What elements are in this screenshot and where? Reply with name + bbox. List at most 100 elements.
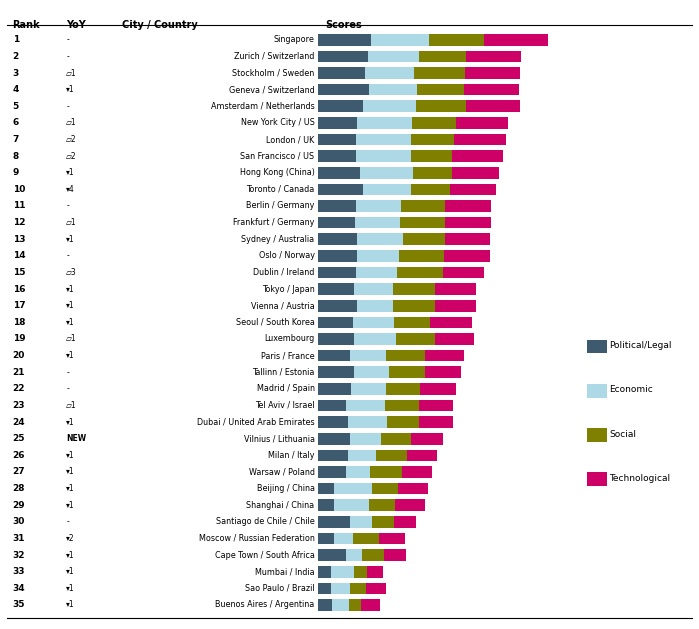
Text: Stockholm / Sweden: Stockholm / Sweden (232, 69, 315, 77)
Text: 5: 5 (13, 102, 19, 111)
Text: Shanghai / China: Shanghai / China (247, 501, 315, 509)
Text: 33: 33 (13, 567, 25, 576)
Bar (318, 101, 363, 112)
Text: Vienna / Austria: Vienna / Austria (251, 301, 315, 310)
Bar (354, 566, 367, 577)
Text: -: - (66, 384, 69, 393)
Text: Technological: Technological (610, 474, 670, 482)
Bar (435, 283, 477, 295)
Text: ▱1: ▱1 (66, 118, 77, 128)
Text: 6: 6 (13, 118, 19, 128)
Bar (318, 333, 354, 345)
Bar (445, 233, 490, 245)
Bar (346, 549, 362, 561)
Text: 3: 3 (13, 69, 19, 77)
Text: Sao Paulo / Brazil: Sao Paulo / Brazil (245, 584, 315, 593)
Bar (419, 416, 453, 428)
Bar (369, 499, 395, 511)
Bar (402, 466, 431, 478)
Text: Amsterdam / Netherlands: Amsterdam / Netherlands (211, 102, 315, 111)
Text: ▾1: ▾1 (66, 601, 75, 610)
Bar (395, 499, 425, 511)
Text: London / UK: London / UK (266, 135, 315, 144)
Bar (334, 499, 369, 511)
Text: 29: 29 (13, 501, 25, 509)
Text: 8: 8 (13, 152, 19, 160)
Bar (350, 350, 386, 362)
Bar (369, 84, 417, 96)
Text: -: - (66, 52, 69, 61)
Text: 31: 31 (13, 534, 25, 543)
Text: NEW: NEW (66, 434, 87, 443)
Bar (346, 466, 370, 478)
Bar (318, 516, 350, 528)
Bar (318, 67, 365, 79)
Text: Santiago de Chile / Chile: Santiago de Chile / Chile (216, 517, 315, 526)
Text: ▾1: ▾1 (66, 351, 75, 360)
Text: City / Country: City / Country (122, 20, 198, 30)
Text: ▱1: ▱1 (66, 335, 77, 343)
Bar (386, 350, 425, 362)
Text: ▾1: ▾1 (66, 318, 75, 327)
Text: -: - (66, 201, 69, 211)
Text: Mumbai / India: Mumbai / India (255, 567, 315, 576)
Text: Tallinn / Estonia: Tallinn / Estonia (252, 368, 315, 377)
Bar (410, 134, 454, 145)
Text: Oslo / Norway: Oslo / Norway (259, 252, 315, 260)
Bar (318, 217, 354, 228)
Bar (442, 267, 484, 278)
Bar (318, 499, 334, 511)
Bar (354, 367, 389, 378)
Bar (394, 516, 416, 528)
Bar (350, 433, 381, 445)
Bar (357, 117, 412, 129)
Text: ▾2: ▾2 (66, 534, 75, 543)
Text: Social: Social (610, 430, 637, 438)
Text: ▾1: ▾1 (66, 484, 75, 493)
Bar (357, 300, 394, 311)
Text: Geneva / Switzerland: Geneva / Switzerland (229, 85, 315, 94)
Bar (408, 450, 437, 461)
Text: San Francisco / US: San Francisco / US (240, 152, 315, 160)
Bar (398, 483, 428, 494)
Bar (318, 549, 346, 561)
Text: Warsaw / Poland: Warsaw / Poland (249, 467, 315, 477)
Text: 14: 14 (13, 252, 25, 260)
Text: ▱1: ▱1 (66, 218, 77, 227)
Text: ▱2: ▱2 (66, 152, 77, 160)
Bar (318, 466, 346, 478)
Bar (346, 399, 385, 411)
Bar (361, 599, 380, 611)
Bar (379, 533, 405, 544)
Text: Dublin / Ireland: Dublin / Ireland (253, 268, 315, 277)
Bar (318, 383, 352, 394)
Text: ▱3: ▱3 (66, 268, 77, 277)
Text: 24: 24 (13, 418, 25, 426)
Text: Berlin / Germany: Berlin / Germany (246, 201, 315, 211)
Bar (363, 101, 415, 112)
Bar (362, 549, 384, 561)
Bar (372, 516, 394, 528)
Text: ▾1: ▾1 (66, 235, 75, 244)
Bar (412, 117, 456, 129)
Bar (368, 50, 419, 62)
Text: ▱1: ▱1 (66, 69, 77, 77)
Text: ▾1: ▾1 (66, 550, 75, 560)
Bar (445, 217, 491, 228)
Bar (352, 383, 386, 394)
Bar (389, 367, 425, 378)
Text: 18: 18 (13, 318, 25, 327)
Bar (318, 267, 356, 278)
Bar (318, 134, 356, 145)
Bar (318, 233, 356, 245)
Bar (394, 300, 435, 311)
Text: Buenos Aires / Argentina: Buenos Aires / Argentina (215, 601, 315, 610)
Bar (318, 250, 357, 262)
Bar (318, 533, 334, 544)
Text: ▾4: ▾4 (66, 185, 75, 194)
Bar (394, 316, 431, 328)
Text: 4: 4 (13, 85, 19, 94)
Bar (366, 582, 386, 594)
Bar (318, 117, 357, 129)
Text: Hong Kong (China): Hong Kong (China) (240, 168, 315, 177)
